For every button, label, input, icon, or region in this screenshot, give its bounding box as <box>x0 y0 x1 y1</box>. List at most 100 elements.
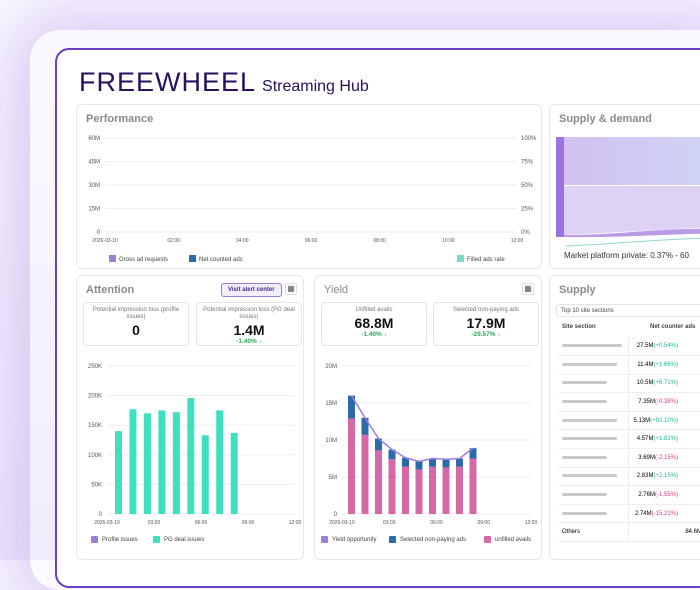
grid-icon[interactable]: ▦ <box>522 283 534 295</box>
bar-pg-deal-issues <box>187 397 195 514</box>
kpi-label: Selected non-paying ads <box>452 307 520 313</box>
sankey-chart <box>556 137 700 247</box>
legend-label: Net counted ads <box>199 257 243 263</box>
col-net-counter-ads[interactable]: Net counter ads <box>650 324 696 330</box>
y-tick-label: 0 <box>97 230 101 236</box>
panel-title: Supply <box>559 284 596 296</box>
redacted-text <box>562 437 617 441</box>
panel-title: Attention <box>86 284 135 296</box>
table-row[interactable]: 4.57M(+1.81%) <box>558 429 700 450</box>
bar-unfilled-avails <box>388 459 396 514</box>
value: 4.57M <box>636 436 654 443</box>
legend-swatch <box>91 536 98 543</box>
net-counter-ads-cell: 3.69M(-2.15%) <box>628 448 700 468</box>
sankey-node[interactable] <box>556 137 564 237</box>
bar-unfilled-avails <box>361 434 369 514</box>
kpi-value: 1.4M <box>233 322 265 338</box>
net-counter-ads-cell: 2.83M(+2.15%) <box>628 467 700 487</box>
bar-unfilled-avails <box>402 466 409 514</box>
redacted-text <box>562 418 617 422</box>
bar-unfilled-avails <box>348 418 355 514</box>
bar-selected-non-paying <box>402 457 409 467</box>
x-tick-label: 02:00 <box>167 238 180 244</box>
net-counter-ads-cell: 11.4M(+1.66%) <box>628 355 700 375</box>
x-tick-label: 09:00 <box>242 520 255 526</box>
yield-chart: 20M 15M 10M 5M 0 2026-03-10 03:00 06:00 09:00 12:… <box>325 364 537 526</box>
visit-alert-center-button[interactable]: Visit alert center <box>221 283 282 297</box>
redacted-text <box>562 362 617 366</box>
value: 10.5M <box>636 380 654 387</box>
grid-icon[interactable]: ▦ <box>285 283 297 295</box>
x-tick-label: 10:00 <box>442 238 455 244</box>
sankey-label: Market platform private: 0.37% - 60 <box>564 251 689 260</box>
kpi-delta: -29.57% ↓ <box>471 331 501 338</box>
legend-swatch <box>321 536 328 543</box>
kpi-label: Unfilled avails <box>355 307 393 313</box>
legend-swatch <box>457 255 464 262</box>
delta: (-1.55%) <box>654 492 678 499</box>
table-row[interactable]: 3.69M(-2.15%) <box>558 448 700 468</box>
legend-profile-issues: Profile issues <box>91 536 138 543</box>
bar-selected-non-paying <box>415 461 423 470</box>
x-tick-label: 2026-03-10 <box>94 520 120 526</box>
bar-unfilled-avails <box>375 450 382 514</box>
supply-demand-panel: Supply & demand Market platform private:… <box>549 104 700 269</box>
site-section-cell <box>558 411 630 431</box>
value: 11.4M <box>637 361 654 368</box>
y2-tick-label: 0% <box>521 230 530 236</box>
legend-label: Profile issues <box>102 536 138 543</box>
bar-pg-deal-issues <box>158 410 166 514</box>
delta: (-2.15%) <box>654 454 678 461</box>
sankey-flow[interactable] <box>564 228 700 238</box>
y-tick-label: 50K <box>91 482 102 488</box>
table-row[interactable]: 2.74M(-15.21%) <box>558 504 700 524</box>
kpi-selected-non-paying: Selected non-paying ads 17.9M -29.57% ↓ <box>433 302 539 346</box>
x-tick-label: 06:00 <box>430 520 443 526</box>
table-row[interactable]: 2.76M(-1.55%) <box>558 485 700 505</box>
bar-pg-deal-issues <box>172 412 180 514</box>
line-yield-opportunity <box>350 395 474 463</box>
x-tick-label: 2026-03-10 <box>92 238 118 244</box>
others-value: 84.6M <box>628 522 700 543</box>
delta: (+0.54%) <box>653 343 678 350</box>
supply-dropdown[interactable]: Top 10 site sections <box>556 304 700 317</box>
col-site-section[interactable]: Site section <box>562 324 596 330</box>
table-row[interactable]: 11.4M(+1.66%) <box>558 355 700 375</box>
x-tick-label: 03:00 <box>383 520 396 526</box>
legend-label: Yield opportunity <box>332 536 377 543</box>
bar-unfilled-avails <box>415 469 423 514</box>
bar-pg-deal-issues <box>129 409 137 514</box>
site-section-cell <box>558 374 630 394</box>
bar-selected-non-paying <box>375 438 382 451</box>
x-tick-label: 08:00 <box>373 238 386 244</box>
table-row[interactable]: 2.83M(+2.15%) <box>558 467 700 487</box>
performance-panel: Performance 60M 100% 45M 75% 30M 50% 15M 25% 0 0%… <box>76 104 542 269</box>
y-tick-label: 15M <box>88 207 100 213</box>
table-row[interactable]: 27.5M(+0.54%) <box>558 337 700 357</box>
table-row[interactable]: 10.5M(+6.71%) <box>558 374 700 394</box>
legend-label: PG deal issues <box>164 536 205 543</box>
bar-pg-deal-issues <box>201 435 209 514</box>
sankey-flow[interactable] <box>564 137 700 185</box>
legend-swatch <box>153 536 160 543</box>
legend-pg-deal-issues: PG deal issues <box>153 536 204 543</box>
site-section-cell <box>558 448 630 468</box>
net-counter-ads-cell: 7.35M(-0.38%) <box>628 392 700 412</box>
y-tick-label: 30M <box>88 183 100 189</box>
others-label: Others <box>558 522 630 543</box>
y-tick-label: 0 <box>99 512 103 518</box>
kpi-label: Potential impression loss (PG deal issue… <box>203 307 295 320</box>
bar-selected-non-paying <box>429 458 436 467</box>
table-row[interactable]: 5.13M(+92.10%) <box>558 411 700 431</box>
bar-unfilled-avails <box>469 458 477 514</box>
redacted-text <box>562 344 622 348</box>
sankey-flow[interactable] <box>564 186 700 235</box>
sankey-flow[interactable] <box>565 237 700 247</box>
bar-selected-non-paying <box>388 449 396 460</box>
bar-pg-deal-issues <box>143 413 151 514</box>
legend-swatch <box>189 255 196 262</box>
table-row[interactable]: 7.35M(-0.38%) <box>558 392 700 412</box>
bar-unfilled-avails <box>456 466 463 514</box>
bar-selected-non-paying <box>469 448 477 459</box>
